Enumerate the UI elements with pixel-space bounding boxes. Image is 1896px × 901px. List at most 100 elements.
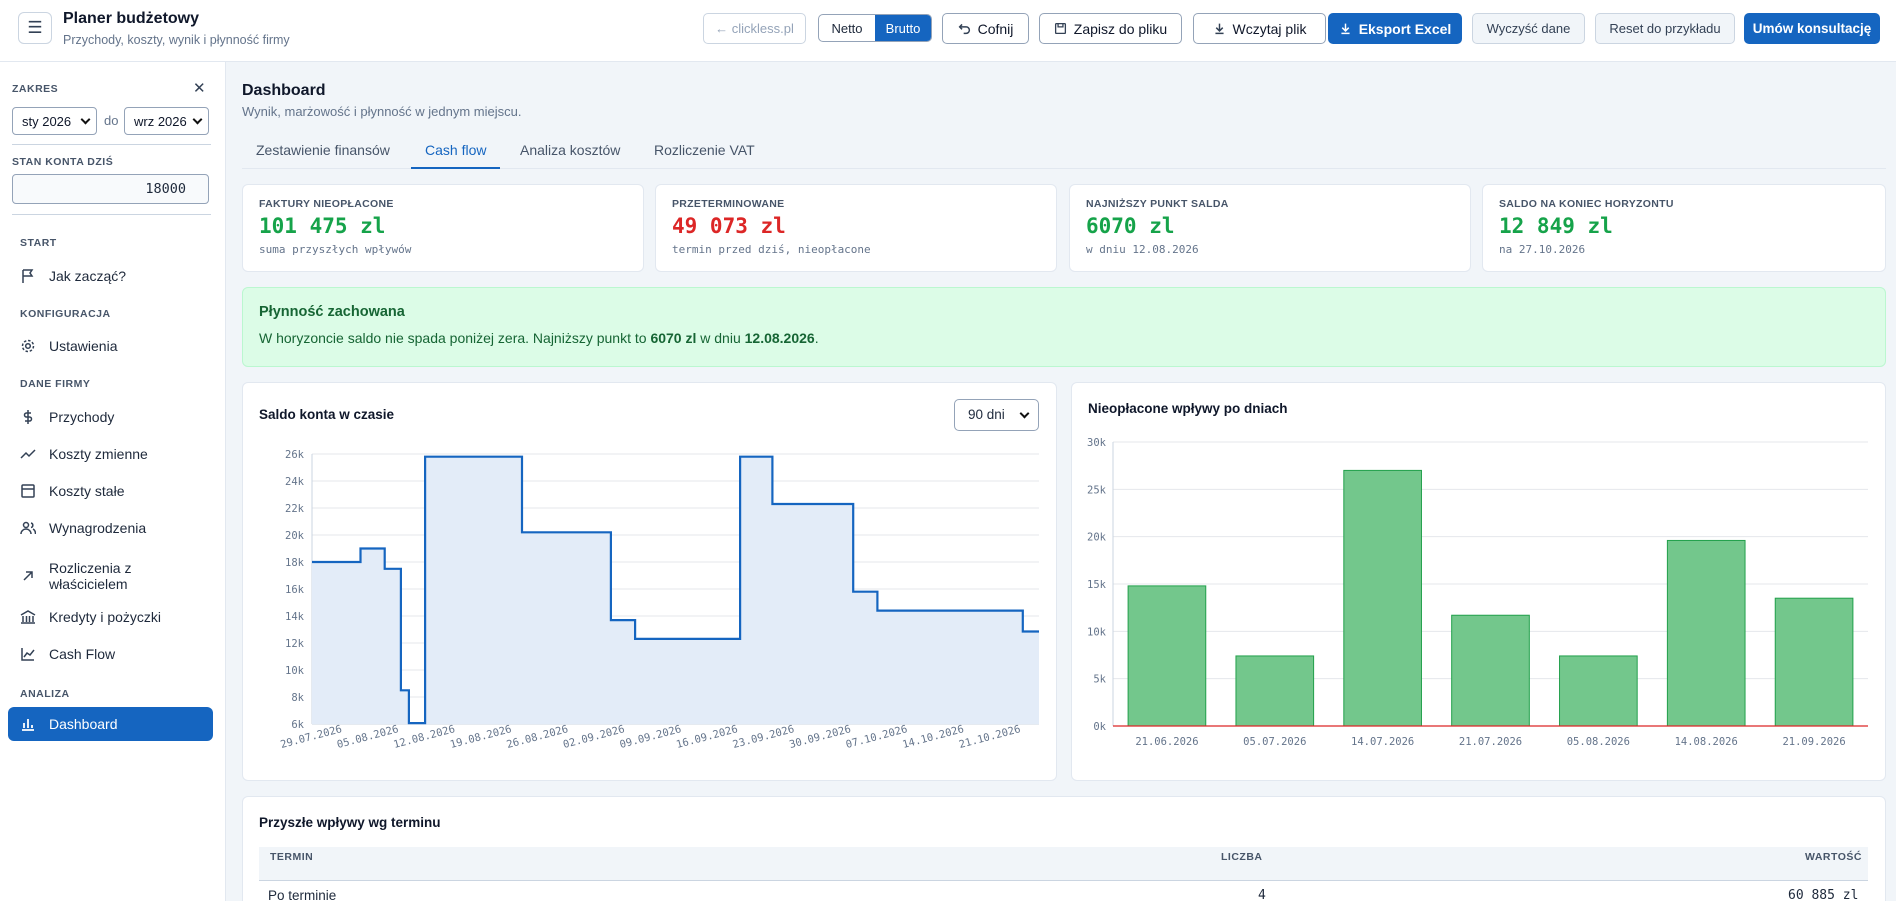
menu-toggle-button[interactable]: ☰ (18, 12, 52, 44)
section-config: KONFIGURACJA (20, 308, 111, 320)
mode-netto-option[interactable]: Netto (831, 20, 863, 36)
liquidity-alert: Płynność zachowana W horyzoncie saldo ni… (242, 287, 1886, 367)
balance-input[interactable]: 18000 (12, 174, 209, 204)
y-tick-label: 0k (1093, 721, 1106, 733)
y-tick-label: 18k (285, 557, 305, 569)
range-from-select[interactable]: sty 2026 (12, 107, 97, 135)
x-tick-label: 21.10.2026 (958, 723, 1022, 751)
nav-label: Rozliczenia z właścicielem (49, 560, 132, 592)
nav-label: Wynagrodzenia (49, 520, 147, 536)
alert-title: Płynność zachowana (259, 304, 405, 320)
nav-label: Koszty stałe (49, 483, 125, 499)
chevron-down-icon (80, 114, 91, 125)
kpi-value: 49 073 zl (672, 214, 786, 238)
range-to-select[interactable]: wrz 2026 (124, 107, 209, 135)
x-tick-label: 14.08.2026 (1675, 736, 1738, 748)
tabs-divider (242, 168, 1886, 169)
nav-owner-settlements[interactable]: Rozliczenia z właścicielem (8, 555, 213, 597)
back-link[interactable]: ← clickless.pl (703, 13, 806, 44)
y-tick-label: 12k (285, 638, 305, 650)
y-tick-label: 20k (285, 530, 305, 542)
horizon-select[interactable]: 90 dni (954, 399, 1039, 431)
cell-count: 4 (1258, 888, 1266, 901)
x-tick-label: 14.07.2026 (1351, 736, 1414, 748)
load-file-button[interactable]: Wczytaj plik (1193, 13, 1326, 44)
alert-text-part: w dniu (696, 330, 745, 346)
clear-data-button[interactable]: Wyczyść dane (1472, 13, 1585, 44)
nav-loans[interactable]: Kredyty i pożyczki (8, 600, 213, 634)
bar (1235, 655, 1315, 727)
x-tick-label: 07.10.2026 (845, 723, 909, 751)
x-tick-label: 30.09.2026 (788, 723, 852, 751)
tab-cash-flow[interactable]: Cash flow (411, 142, 501, 169)
nav-cash-flow[interactable]: Cash Flow (8, 637, 213, 671)
save-file-button[interactable]: Zapisz do pliku (1039, 13, 1182, 44)
balance-label: STAN KONTA DZIŚ (12, 156, 114, 168)
reset-example-button[interactable]: Reset do przykładu (1595, 13, 1735, 44)
balance-chart: 6k 8k 10k 12k 14k 16k 18k 20k 22k 24k 26k 29.07.202… (279, 449, 1039, 751)
y-tick-label: 6k (291, 719, 304, 731)
export-excel-label: Eksport Excel (1358, 20, 1452, 37)
nav-variable-costs[interactable]: Koszty zmienne (8, 437, 213, 471)
page-subtitle: Wynik, marżowość i płynność w jednym mie… (242, 104, 522, 119)
kpi-label: PRZETERMINOWANE (672, 198, 785, 210)
flag-icon (22, 269, 34, 283)
bank-icon (20, 610, 36, 624)
x-tick-label: 05.08.2026 (1567, 736, 1630, 748)
balance-area (312, 456, 1039, 724)
save-file-label: Zapisz do pliku (1073, 20, 1168, 37)
undo-button[interactable]: Cofnij (942, 13, 1029, 44)
nav-label: Ustawienia (49, 338, 118, 354)
nav-dashboard[interactable]: Dashboard (8, 707, 213, 741)
export-icon (1341, 23, 1350, 35)
range-separator: do (104, 113, 119, 128)
nav-salaries[interactable]: Wynagrodzenia (8, 511, 213, 545)
nav-label: Cash Flow (49, 646, 116, 662)
nav-revenue[interactable]: Przychody (8, 400, 213, 434)
y-tick-label: 14k (285, 611, 305, 623)
kpi-label: FAKTURY NIEOPŁACONE (259, 198, 394, 210)
nav-how-to-start[interactable]: Jak zacząć? (8, 259, 213, 293)
page-title: Dashboard (242, 82, 326, 99)
divider (12, 144, 211, 145)
undo-icon (958, 23, 970, 35)
trend-icon (20, 449, 36, 459)
bar (1774, 597, 1854, 727)
table-header-row (259, 847, 1868, 881)
export-excel-button[interactable]: Eksport Excel (1328, 13, 1462, 44)
tab-vat-settlement[interactable]: Rozliczenie VAT (654, 142, 755, 158)
kpi-note: na 27.10.2026 (1499, 243, 1586, 256)
x-tick-label: 29.07.2026 (279, 723, 343, 751)
nav-fixed-costs[interactable]: Koszty stałe (8, 474, 213, 508)
column-header-term: TERMIN (270, 851, 314, 863)
kpi-value: 12 849 zl (1499, 214, 1613, 238)
users-icon (20, 521, 36, 535)
y-tick-label: 30k (1087, 437, 1107, 449)
alert-text: W horyzoncie saldo nie spada poniżej zer… (259, 330, 1869, 346)
tab-cost-analysis[interactable]: Analiza kosztów (520, 142, 621, 158)
y-tick-label: 8k (291, 692, 304, 704)
x-tick-label: 21.07.2026 (1459, 736, 1522, 748)
kpi-label: NAJNIŻSZY PUNKT SALDA (1086, 198, 1229, 210)
x-tick-label: 12.08.2026 (392, 723, 456, 751)
kpi-note: termin przed dziś, nieopłacone (672, 243, 871, 256)
chevron-down-icon (192, 114, 203, 125)
bar (1559, 655, 1638, 727)
nav-settings[interactable]: Ustawienia (8, 329, 213, 363)
bar (1127, 585, 1207, 727)
column-header-count: LICZBA (1221, 851, 1263, 863)
tab-financial-summary[interactable]: Zestawienie finansów (256, 142, 390, 158)
y-tick-label: 22k (285, 503, 305, 515)
close-icon[interactable]: ✕ (193, 80, 206, 97)
kpi-label: SALDO NA KONIEC HORYZONTU (1499, 198, 1674, 210)
undo-label: Cofnij (977, 20, 1014, 37)
horizon-value: 90 dni (968, 407, 1005, 422)
mode-brutto-option[interactable]: Brutto (875, 15, 931, 41)
y-tick-label: 20k (1087, 532, 1107, 544)
consultation-button[interactable]: Umów konsultację (1744, 13, 1880, 44)
alert-text-part: . (814, 330, 819, 346)
download-icon (1214, 23, 1224, 35)
y-tick-label: 16k (285, 584, 305, 596)
unpaid-bar-chart: 0k 5k 10k 15k 20k 25k 30k 21.06.2026 05.07.2026 1… (1087, 437, 1868, 748)
divider (12, 214, 211, 215)
